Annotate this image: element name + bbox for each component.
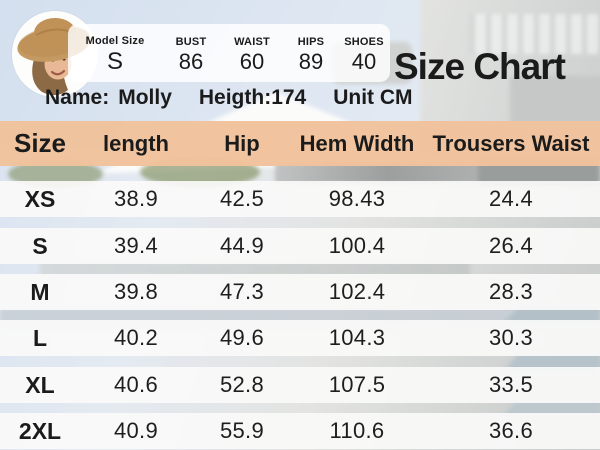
model-stat: HIPS 89 [284,24,338,82]
column-header-size: Size [13,128,67,158]
hip-cell: 42.5 [219,186,265,211]
hip-cell: 55.9 [219,418,265,443]
table-row: XS 38.9 42.5 98.43 24.4 [0,181,600,217]
table-row: XL 40.6 52.8 107.5 33.5 [0,367,600,403]
unit-label: Unit CM [333,86,413,109]
hip-cell: 49.6 [219,325,265,350]
stat-label: BUST [175,35,207,48]
table-row: 2XL 40.9 55.9 110.6 36.6 [0,413,600,449]
hip-cell: 47.3 [219,279,265,304]
model-stat: Model Size S [68,24,162,82]
size-cell: XL [25,371,55,398]
trousers-waist-cell: 28.3 [488,279,534,304]
stat-value: 86 [178,48,204,74]
model-stat: SHOES 40 [338,24,390,82]
stat-value: 89 [298,48,324,74]
hem-width-cell: 110.6 [329,418,385,443]
length-cell: 38.9 [113,186,159,211]
model-stats-card: Model Size S BUST 86 WAIST 60 HIPS 89 SH… [68,24,390,82]
trousers-waist-cell: 30.3 [488,325,534,350]
name-value: Molly [118,86,172,109]
length-cell: 39.8 [113,279,159,304]
hem-width-cell: 107.5 [328,372,386,397]
stat-label: SHOES [344,35,384,48]
hem-width-cell: 102.4 [328,279,386,304]
table-row: M 39.8 47.3 102.4 28.3 [0,274,600,310]
column-header-hip: Hip [224,130,260,156]
column-header-length: length [103,130,169,156]
length-cell: 40.9 [113,418,159,443]
stat-label: WAIST [234,35,270,48]
table-row: S 39.4 44.9 100.4 26.4 [0,228,600,264]
height-value: Heigth:174 [198,86,307,109]
hem-width-cell: 98.43 [328,186,386,211]
stat-label: HIPS [297,35,325,48]
hem-width-cell: 104.3 [328,325,386,350]
page-title: Size Chart [394,46,566,87]
bg-railing [470,14,600,54]
length-cell: 40.2 [113,325,159,350]
hem-width-cell: 100.4 [328,233,386,258]
column-header-hem-width: Hem Width [299,130,415,156]
size-table-header: Size length Hip Hem Width Trousers Waist [0,121,600,166]
size-cell: S [32,232,48,259]
table-row: L 40.2 49.6 104.3 30.3 [0,320,600,356]
hip-cell: 44.9 [219,233,265,258]
model-stat: BUST 86 [162,24,220,82]
model-info-line: Name: Molly Heigth:174 Unit CM [45,86,413,110]
size-cell: M [30,278,50,305]
trousers-waist-cell: 24.4 [488,186,534,211]
column-header-trousers-waist: Trousers Waist [432,130,590,156]
hip-cell: 52.8 [219,372,265,397]
size-cell: L [32,324,48,351]
trousers-waist-cell: 26.4 [488,233,534,258]
name-label: Name: [45,86,110,109]
length-cell: 39.4 [113,233,159,258]
bg-building-strip [275,162,480,184]
model-stat: WAIST 60 [220,24,284,82]
length-cell: 40.6 [113,372,159,397]
size-cell: XS [24,185,56,212]
stat-value: 60 [239,48,265,74]
bg-beach-strip [40,261,470,277]
stat-value: S [106,47,123,75]
size-cell: 2XL [18,417,62,444]
stat-label: Model Size [85,34,145,47]
trousers-waist-cell: 33.5 [488,372,534,397]
stat-value: 40 [351,48,377,74]
trousers-waist-cell: 36.6 [488,418,534,443]
